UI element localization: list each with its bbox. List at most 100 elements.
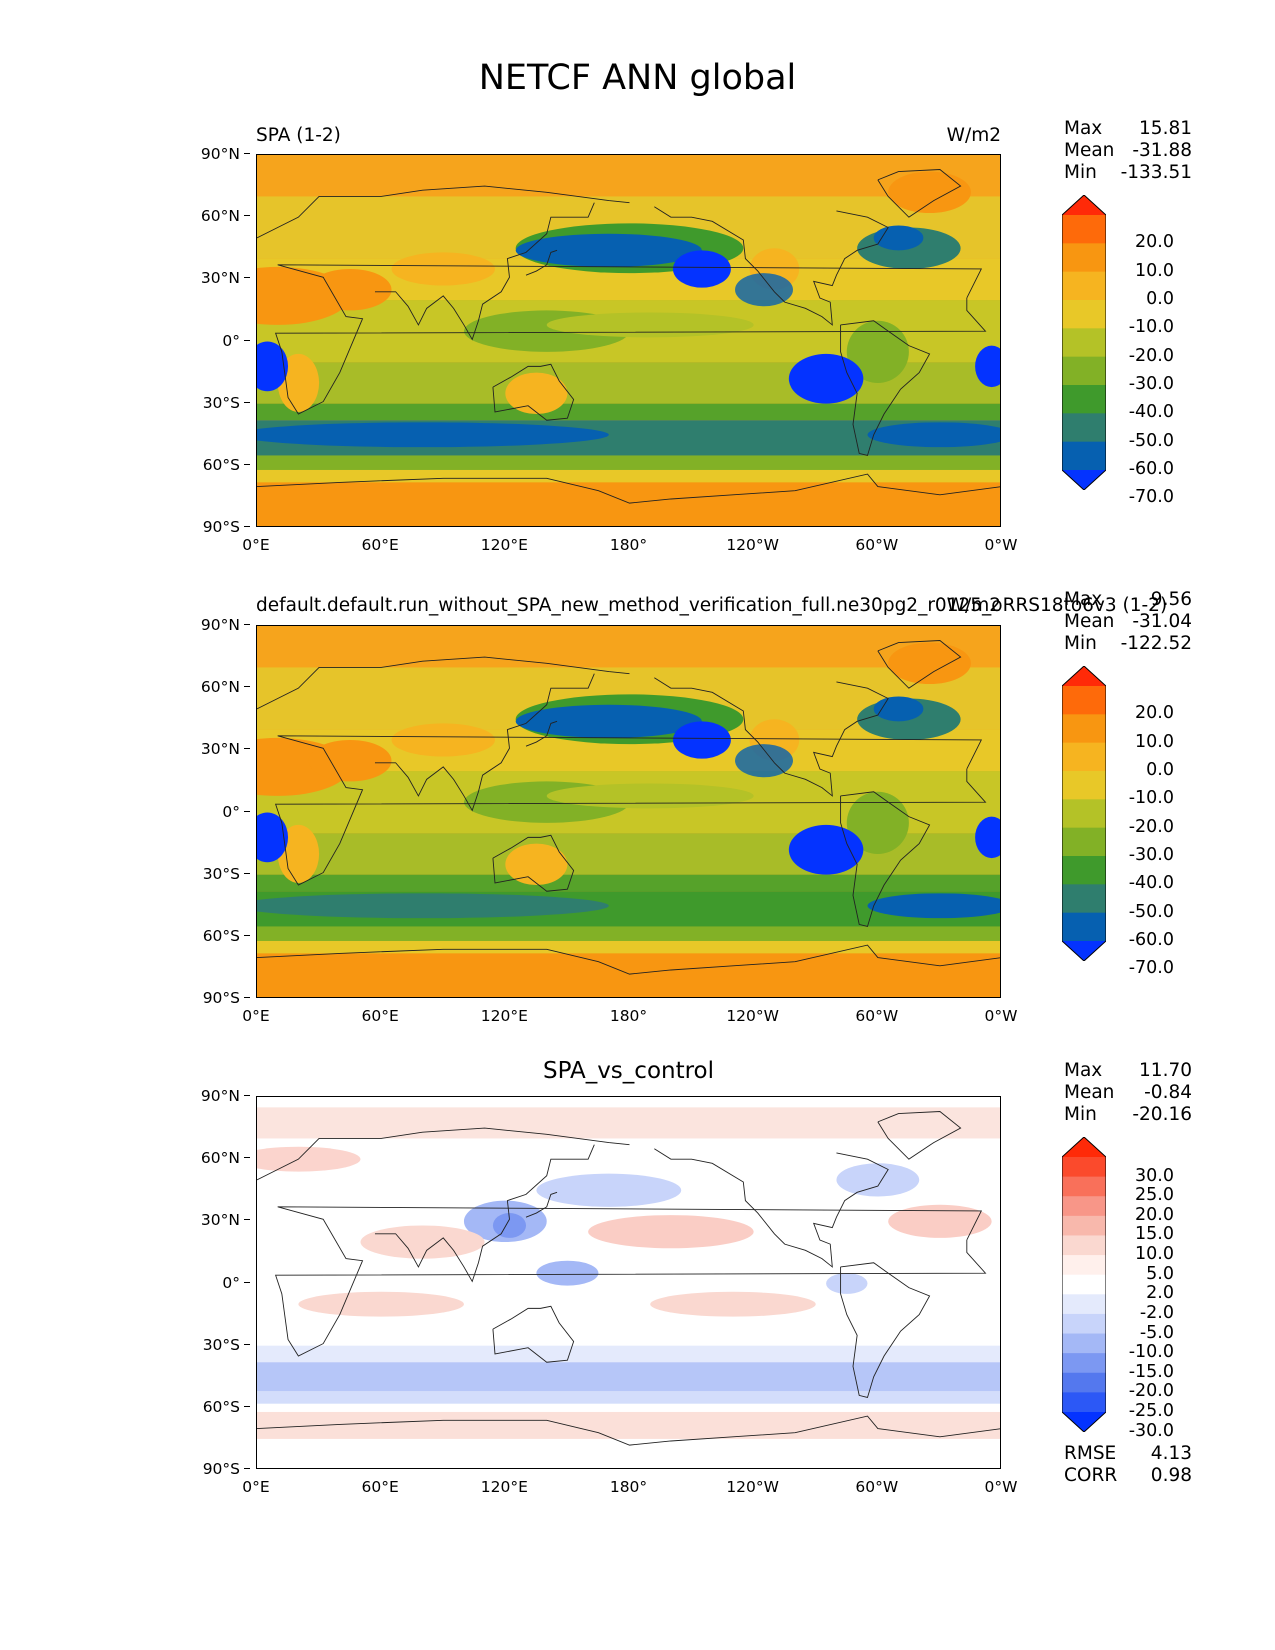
field-contour (391, 723, 495, 757)
field-contour (546, 312, 754, 338)
field-contour (505, 843, 568, 886)
coastline (374, 202, 595, 341)
coastline (877, 1111, 962, 1160)
colorbar-segment (1062, 300, 1106, 329)
field-contour (505, 372, 568, 415)
colorbar-segment (1062, 1176, 1106, 1197)
lon-tick-label: 0°W (984, 536, 1018, 554)
stat-max-label: Max (1064, 118, 1103, 139)
field-band (257, 155, 1000, 197)
colorbar-segment (1062, 1196, 1106, 1217)
lon-tick-label: 60°E (361, 1478, 399, 1496)
colorbar-extend-min (1062, 1412, 1106, 1432)
colorbar-segment (1062, 385, 1106, 414)
lat-tick-label: 60°N (0, 207, 250, 225)
figure-title: NETCF ANN global (478, 58, 797, 98)
field-contour (360, 1225, 485, 1259)
field-contour (650, 1291, 816, 1317)
colorbar (1061, 665, 1107, 962)
colorbar-svg (1061, 194, 1107, 491)
lat-tick-label: 60°S (0, 1398, 250, 1416)
colorbar-segment (1062, 742, 1106, 772)
colorbar-tick-label: -20.0 (1128, 1381, 1174, 1402)
lon-tick-label: 180° (609, 536, 648, 554)
coastline (257, 185, 630, 239)
colorbar-tick-label: -30.0 (1128, 1420, 1174, 1441)
field-contour (257, 341, 289, 392)
coastline (275, 264, 987, 415)
colorbar-tick-label: 5.0 (1146, 1263, 1174, 1284)
colorbar (1061, 1136, 1107, 1433)
field-band (257, 482, 1000, 526)
coastline (654, 1148, 889, 1268)
field-contour (308, 268, 392, 311)
colorbar-tick-label: -10.0 (1128, 1342, 1174, 1363)
lon-tick-label: 120°W (726, 536, 779, 554)
lat-tick-label: 90°N (0, 1087, 250, 1105)
coastline (275, 1206, 987, 1357)
field-band (257, 926, 1000, 941)
coastline (840, 1262, 931, 1399)
field-band (257, 1391, 1000, 1404)
coastline (654, 206, 889, 326)
stat-mean: -31.88 (1132, 140, 1192, 161)
colorbar-tick-label: 20.0 (1135, 703, 1174, 724)
score-box: RMSE 4.13 CORR 0.98 (1064, 1443, 1192, 1487)
field-contour (391, 252, 495, 286)
lon-tick-label: 60°E (361, 1007, 399, 1025)
coastline (374, 673, 595, 812)
field-contour (888, 1204, 992, 1238)
colorbar-segment (1062, 1333, 1106, 1354)
field-band (257, 940, 1000, 954)
field-contour (867, 893, 1000, 919)
lon-tick-label: 120°W (726, 1478, 779, 1496)
lon-tick-label: 0°W (984, 1007, 1018, 1025)
panel-units-label: W/m2 (946, 125, 1001, 146)
lat-tick-label: 0° (0, 332, 250, 350)
lat-tick-label: 30°S (0, 865, 250, 883)
lon-tick-label: 120°W (726, 1007, 779, 1025)
colorbar-extend-max (1062, 195, 1106, 215)
coastline (257, 1415, 1000, 1446)
field-contour (588, 1215, 754, 1249)
lat-tick-label: 60°S (0, 927, 250, 945)
colorbar-tick-label: -60.0 (1128, 930, 1174, 950)
field-contour (672, 721, 731, 759)
coastline (374, 1144, 595, 1283)
coastline (492, 834, 575, 892)
lon-tick-label: 120°E (480, 1478, 528, 1496)
colorbar-tick-label: -70.0 (1128, 958, 1174, 979)
lat-tick-label: 0° (0, 1274, 250, 1292)
field-contour (735, 744, 793, 778)
stat-min-label: Min (1064, 633, 1097, 654)
coastline (877, 169, 962, 218)
field-contour (536, 1173, 682, 1207)
lon-tick-label: 180° (609, 1007, 648, 1025)
stat-max-label: Max (1064, 1060, 1103, 1081)
colorbar-segment (1062, 1294, 1106, 1315)
coastline (840, 320, 931, 457)
field-contour (536, 1260, 599, 1286)
colorbar-extend-min (1062, 941, 1106, 961)
colorbar-segment (1062, 328, 1106, 358)
colorbar-tick-label: -50.0 (1128, 901, 1174, 922)
colorbar-segment (1062, 271, 1106, 301)
stats-box: Max 9.56 Mean -31.04 Min -122.52 (1064, 589, 1192, 655)
field-contour (888, 642, 971, 685)
stat-max: 11.70 (1139, 1060, 1192, 1081)
lon-tick-label: 0°E (242, 536, 270, 554)
colorbar-segment (1062, 1274, 1106, 1295)
colorbar-tick-label: -5.0 (1139, 1322, 1174, 1343)
colorbar-tick-label: -40.0 (1128, 873, 1174, 894)
colorbar-tick-label: 15.0 (1135, 1224, 1174, 1245)
lon-tick-label: 120°E (480, 536, 528, 554)
colorbar-segment (1062, 827, 1106, 857)
map-svg (257, 626, 1000, 997)
colorbar-tick-label: -20.0 (1128, 816, 1174, 837)
colorbar-tick-label: 2.0 (1146, 1283, 1174, 1304)
coastline (525, 1191, 558, 1218)
stat-mean-label: Mean (1064, 140, 1115, 161)
colorbar-segment (1062, 243, 1106, 273)
field-contour (873, 696, 924, 722)
map-svg (257, 1097, 1000, 1468)
